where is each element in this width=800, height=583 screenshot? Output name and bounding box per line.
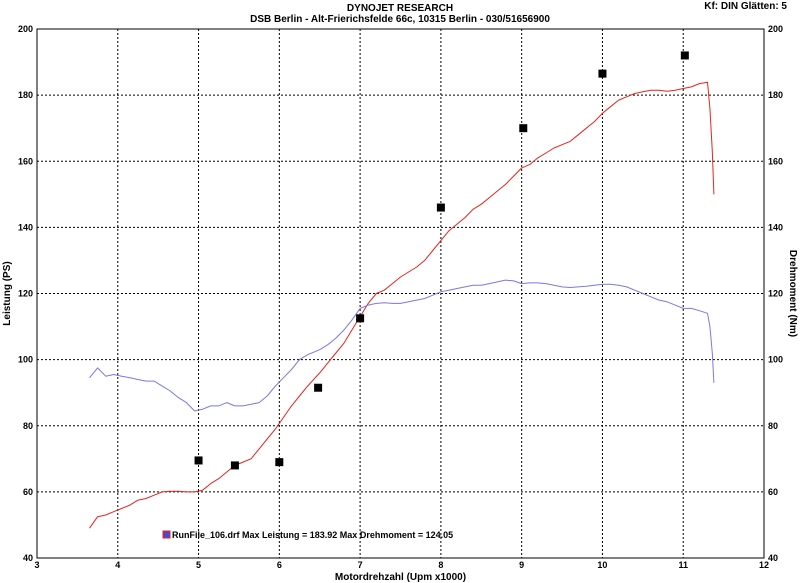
correction-info: Kf: DIN Glätten: 5 — [704, 1, 787, 12]
y-axis-label-right: Drehmoment (Nm) — [787, 250, 798, 337]
y-tick-label-right: 160 — [768, 156, 783, 166]
torque-line — [89, 279, 715, 412]
x-tick-label: 3 — [34, 560, 39, 570]
y-tick-label-left: 60 — [23, 487, 33, 497]
y-tick-label-right: 80 — [768, 421, 778, 431]
y-tick-label-right: 40 — [768, 553, 778, 563]
y-tick-label-left: 40 — [23, 553, 33, 563]
data-marker — [275, 458, 284, 467]
power-line — [89, 81, 715, 529]
x-tick-label: 4 — [115, 560, 120, 570]
y-axis-label-left: Leistung (PS) — [2, 261, 13, 325]
x-tick-label: 5 — [196, 560, 201, 570]
x-tick-label: 8 — [438, 560, 443, 570]
data-marker — [314, 383, 323, 392]
x-tick-label: 9 — [519, 560, 524, 570]
y-tick-label-left: 100 — [18, 355, 33, 365]
data-marker — [598, 69, 607, 78]
plot-frame — [36, 28, 765, 559]
x-tick-label: 7 — [358, 560, 363, 570]
y-tick-label-right: 120 — [768, 289, 783, 299]
data-marker — [680, 51, 689, 60]
legend-color-box — [162, 530, 171, 539]
y-tick-label-right: 180 — [768, 90, 783, 100]
x-tick-label: 6 — [277, 560, 282, 570]
data-marker — [519, 124, 528, 133]
y-tick-label-right: 60 — [768, 487, 778, 497]
data-marker — [230, 461, 239, 470]
chart-title: DYNOJET RESEARCH — [346, 3, 454, 14]
y-tick-label-left: 120 — [18, 289, 33, 299]
data-markers — [194, 51, 689, 470]
y-tick-label-right: 140 — [768, 222, 783, 232]
data-marker — [436, 203, 445, 212]
x-tick-label: 12 — [759, 560, 769, 570]
grid-lines — [37, 29, 764, 558]
y-tick-label-left: 80 — [23, 421, 33, 431]
data-marker — [356, 314, 365, 323]
y-tick-label-left: 200 — [18, 24, 33, 34]
x-axis-label: Motordrehzahl (Upm x1000) — [335, 572, 466, 583]
data-series — [89, 81, 715, 529]
legend-text: RunFile_106.drf Max Leistung = 183.92 Ma… — [172, 530, 453, 540]
y-tick-label-left: 160 — [18, 156, 33, 166]
data-marker — [194, 456, 203, 465]
x-tick-label: 10 — [597, 560, 607, 570]
chart-subtitle: DSB Berlin - Alt-Frierichsfelde 66c, 103… — [250, 14, 550, 25]
y-tick-label-left: 180 — [18, 90, 33, 100]
y-tick-label-right: 100 — [768, 355, 783, 365]
x-tick-label: 11 — [678, 560, 688, 570]
y-tick-label-right: 200 — [768, 24, 783, 34]
y-tick-label-left: 140 — [18, 222, 33, 232]
